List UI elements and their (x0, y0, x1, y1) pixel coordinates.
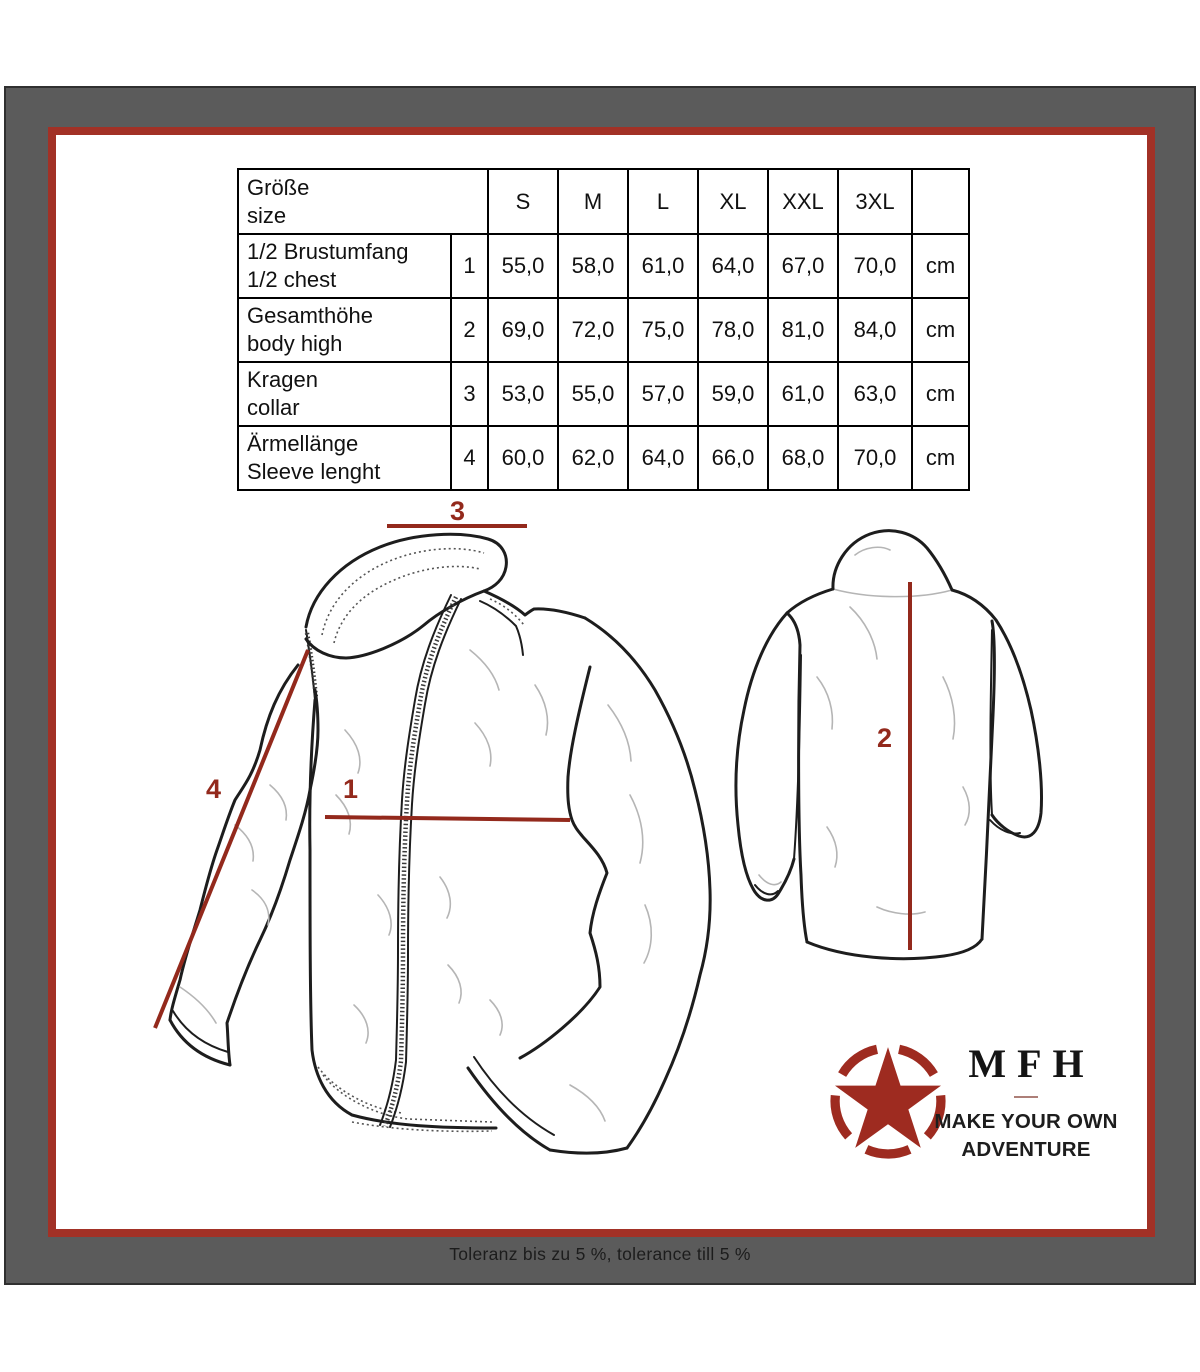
row-label-cell: Gesamthöhe body high (237, 297, 452, 363)
value-cell: 55,0 (487, 233, 559, 299)
value-cell: 61,0 (767, 361, 839, 427)
row-label-en: 1/2 chest (247, 267, 337, 292)
front-zipper (379, 594, 462, 1128)
value-cell: 78,0 (697, 297, 769, 363)
value-cell: 63,0 (837, 361, 913, 427)
row-label-cell: Ärmellänge Sleeve lenght (237, 425, 452, 491)
back-wrinkles (816, 546, 971, 915)
brand-block: MFH MAKE YOUR OWN ADVENTURE (916, 1043, 1136, 1164)
row-ref-cell: 3 (450, 361, 489, 427)
brand-divider (1014, 1096, 1038, 1098)
front-measurement-lines: 3 1 4 (153, 496, 571, 1029)
back-jacket-drawing: 2 (734, 529, 1044, 961)
value-cell: 60,0 (487, 425, 559, 491)
star-in-broken-circle-icon (830, 1044, 946, 1159)
value-cell: 62,0 (557, 425, 629, 491)
size-col-m: M (557, 168, 629, 235)
size-col-xxl: XXL (767, 168, 839, 235)
front-left-sleeve (168, 663, 320, 1067)
table-header-row: Größe size S M L XL XXL 3XL (237, 168, 970, 235)
front-right-sleeve (466, 616, 712, 1155)
size-col-3xl: 3XL (837, 168, 913, 235)
table-row-collar: Kragen collar 3 53,0 55,0 57,0 59,0 61,0… (237, 361, 970, 427)
value-cell: 70,0 (837, 425, 913, 491)
size-header-de: Größe (247, 174, 310, 200)
value-cell: 72,0 (557, 297, 629, 363)
brand-name: MFH (968, 1041, 1095, 1086)
value-cell: 70,0 (837, 233, 913, 299)
size-header-cell: Größe size (237, 168, 489, 235)
value-cell: 64,0 (627, 425, 699, 491)
value-cell: 58,0 (557, 233, 629, 299)
measure-line-chest (324, 815, 571, 822)
value-cell: 75,0 (627, 297, 699, 363)
measure-label-sleeve: 4 (206, 774, 221, 804)
front-jacket-drawing: 3 1 4 (153, 496, 712, 1155)
brand-tagline-line2: ADVENTURE (961, 1138, 1091, 1161)
value-cell: 64,0 (697, 233, 769, 299)
table-row-height: Gesamthöhe body high 2 69,0 72,0 75,0 78… (237, 297, 970, 363)
row-label-en: Sleeve lenght (247, 459, 381, 484)
row-label-en: collar (247, 395, 300, 420)
value-cell: 67,0 (767, 233, 839, 299)
row-ref-cell: 2 (450, 297, 489, 363)
value-cell: 53,0 (487, 361, 559, 427)
value-cell: 55,0 (557, 361, 629, 427)
unit-cell: cm (911, 425, 970, 491)
value-cell: 84,0 (837, 297, 913, 363)
content-area: Größe size S M L XL XXL 3XL 1/2 Brustumf… (48, 127, 1155, 1237)
row-label-de: Gesamthöhe (247, 303, 373, 328)
size-table: Größe size S M L XL XXL 3XL 1/2 Brustumf… (237, 168, 970, 491)
value-cell: 61,0 (627, 233, 699, 299)
outer-frame: Größe size S M L XL XXL 3XL 1/2 Brustumf… (4, 86, 1196, 1285)
unit-cell: cm (911, 297, 970, 363)
value-cell: 69,0 (487, 297, 559, 363)
broken-circle (830, 1044, 946, 1159)
brand-tagline-line1: MAKE YOUR OWN (934, 1110, 1118, 1133)
value-cell: 66,0 (697, 425, 769, 491)
front-jacket-body (304, 629, 609, 1133)
unit-cell: cm (911, 361, 970, 427)
table-row-chest: 1/2 Brustumfang 1/2 chest 1 55,0 58,0 61… (237, 233, 970, 299)
row-label-cell: 1/2 Brustumfang 1/2 chest (237, 233, 452, 299)
size-col-l: L (627, 168, 699, 235)
measure-line-sleeve (153, 649, 310, 1029)
star-shape (834, 1047, 942, 1148)
size-header-en: size (247, 202, 287, 228)
row-label-de: Ärmellänge (247, 431, 359, 456)
value-cell: 68,0 (767, 425, 839, 491)
measure-label-collar: 3 (450, 496, 465, 526)
measure-label-chest: 1 (343, 774, 358, 804)
row-label-cell: Kragen collar (237, 361, 452, 427)
unit-header-cell (911, 168, 970, 235)
unit-cell: cm (911, 233, 970, 299)
tolerance-note: Toleranz bis zu 5 %, tolerance till 5 % (449, 1244, 751, 1264)
row-ref-cell: 1 (450, 233, 489, 299)
back-measurement-lines: 2 (877, 582, 912, 950)
table-row-sleeve: Ärmellänge Sleeve lenght 4 60,0 62,0 64,… (237, 425, 970, 491)
row-label-en: body high (247, 331, 343, 356)
size-col-s: S (487, 168, 559, 235)
value-cell: 59,0 (697, 361, 769, 427)
front-collar (304, 532, 587, 660)
value-cell: 57,0 (627, 361, 699, 427)
row-ref-cell: 4 (450, 425, 489, 491)
measure-label-height: 2 (877, 723, 892, 753)
front-wrinkles (335, 649, 549, 1044)
row-label-de: Kragen (247, 367, 318, 392)
back-jacket-outline (734, 529, 1044, 961)
row-label-de: 1/2 Brustumfang (247, 239, 409, 264)
value-cell: 81,0 (767, 297, 839, 363)
size-col-xl: XL (697, 168, 769, 235)
